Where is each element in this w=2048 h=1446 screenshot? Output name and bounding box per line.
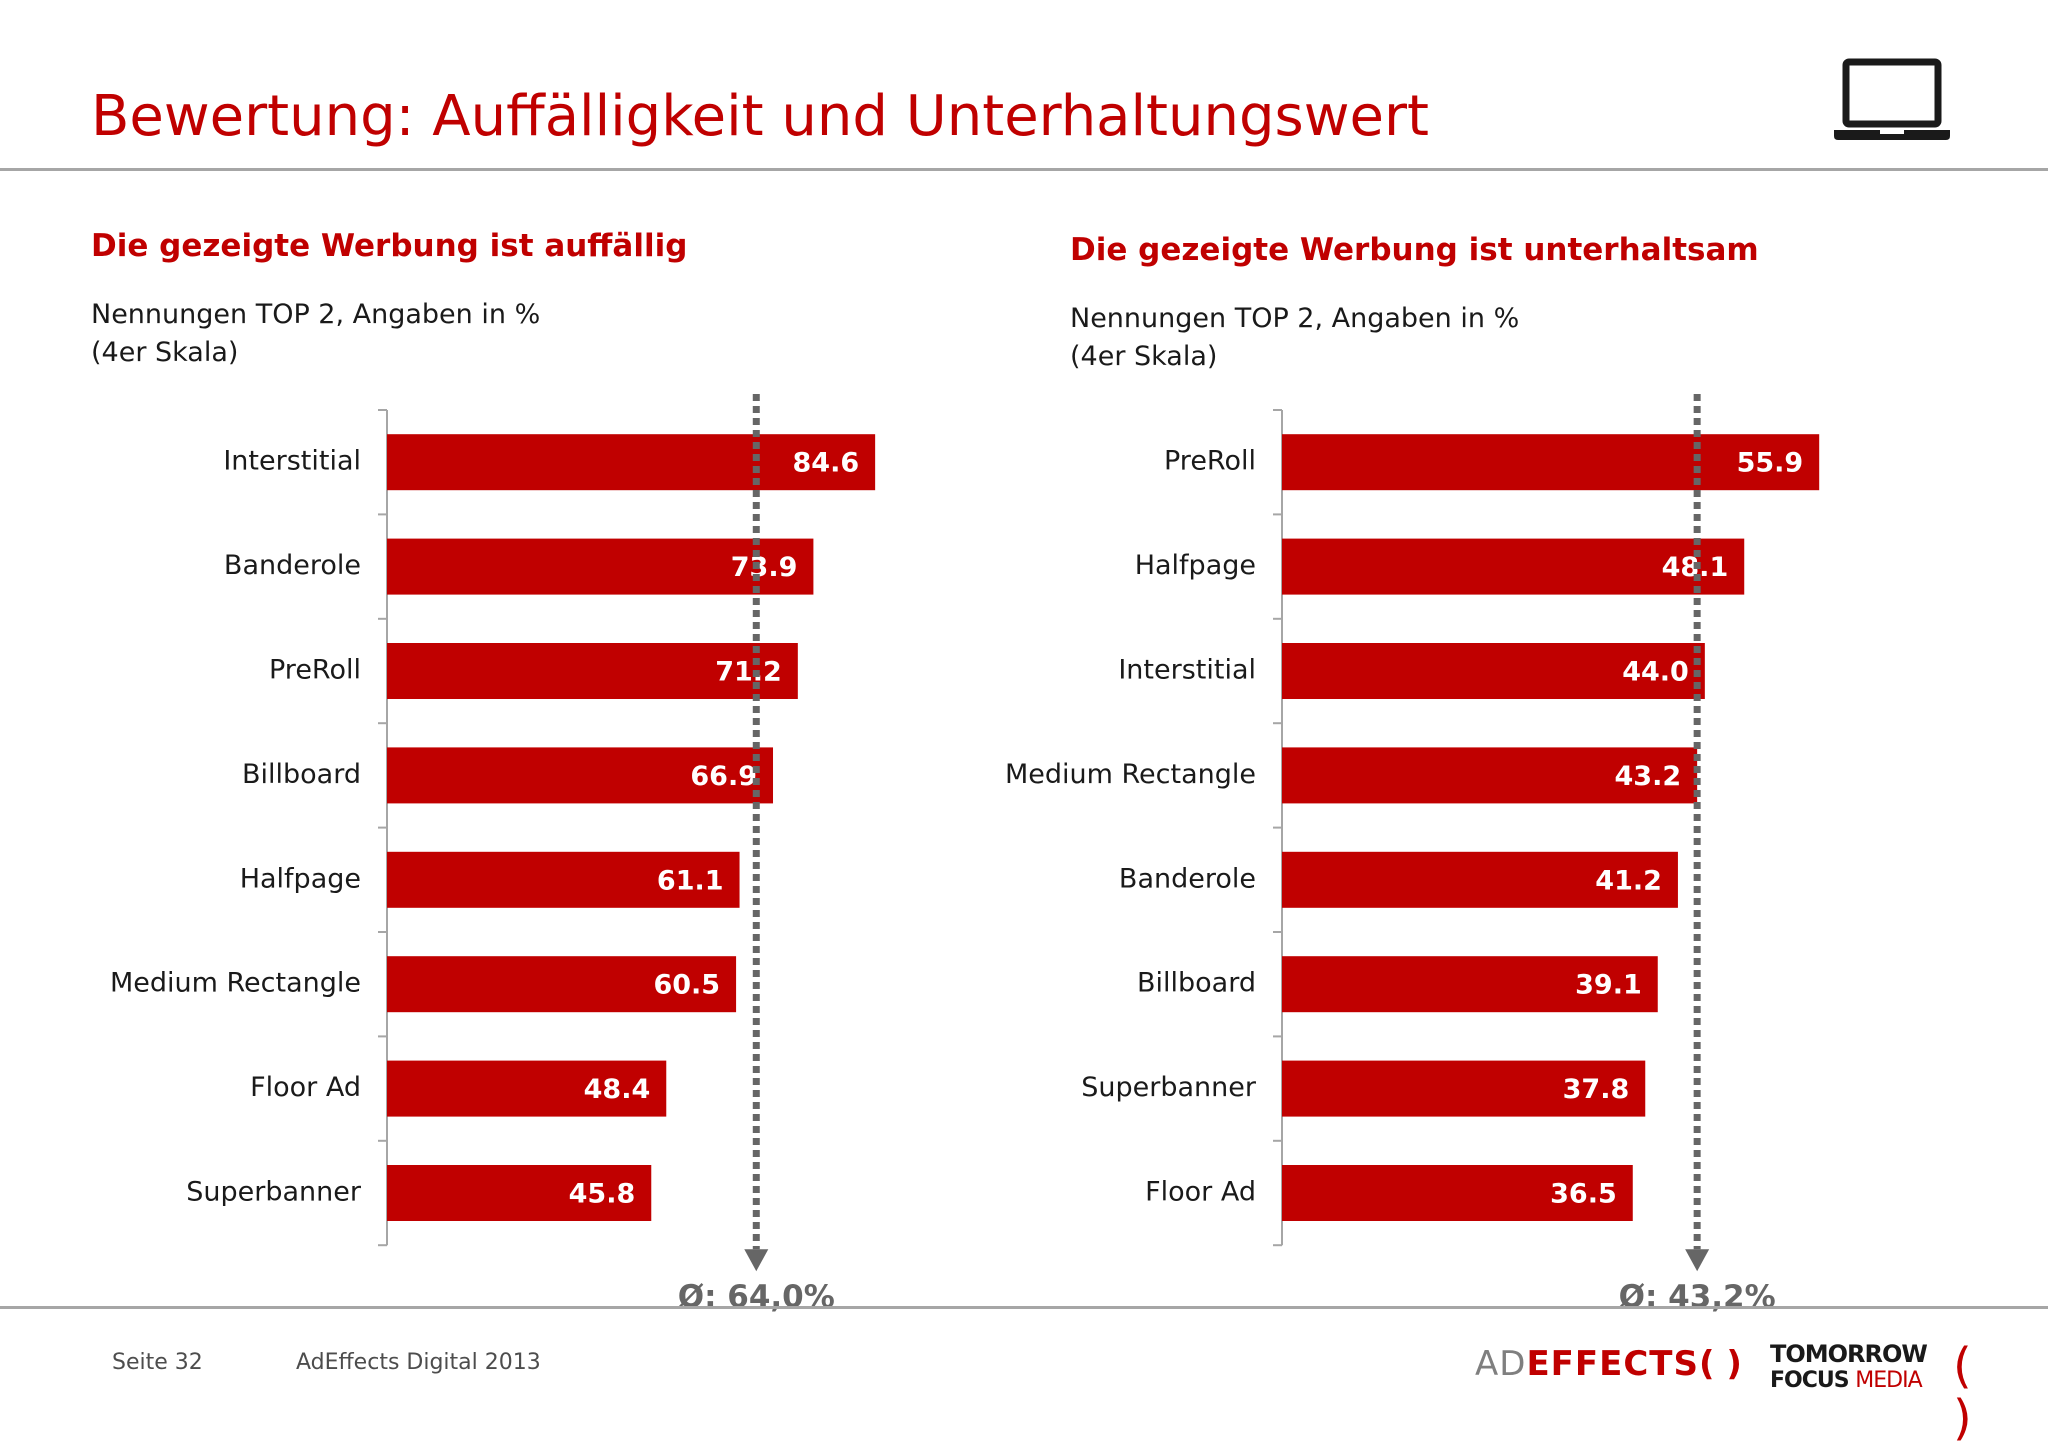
adeffects-logo: ADEFFECTS( ) <box>1475 1344 1742 1384</box>
data-label: 61.1 <box>657 865 724 896</box>
average-arrow <box>1685 1249 1710 1272</box>
data-label: 84.6 <box>793 448 860 479</box>
category-label: Billboard <box>1137 968 1256 999</box>
bar <box>387 747 774 804</box>
header-rule <box>0 168 2048 171</box>
bar <box>387 851 740 908</box>
category-label: Medium Rectangle <box>1005 759 1256 790</box>
data-label: 37.8 <box>1563 1074 1630 1105</box>
chart-subtitle-left-2: (4er Skala) <box>91 337 239 368</box>
laptop-icon <box>1834 58 1950 140</box>
bar <box>1282 643 1705 699</box>
bar <box>1282 538 1745 595</box>
bar <box>387 1165 652 1221</box>
tfm-logo-paren: ( ) <box>1953 1338 1972 1446</box>
bar <box>1282 851 1678 908</box>
chart-title-right: Die gezeigte Werbung ist unterhaltsam <box>1070 232 1759 268</box>
data-label: 48.4 <box>584 1074 651 1105</box>
data-label: 44.0 <box>1622 657 1689 688</box>
bar <box>387 1060 667 1117</box>
source-note: AdEffects Digital 2013 <box>296 1350 541 1375</box>
bar <box>387 643 798 699</box>
bar-chart-right: PreRoll55.9Halfpage48.1Interstitial44.0M… <box>1005 394 1820 1315</box>
bar <box>1282 434 1820 491</box>
data-label: 73.9 <box>731 552 798 583</box>
category-label: Superbanner <box>1081 1072 1257 1103</box>
data-label: 43.2 <box>1615 761 1682 792</box>
bar <box>387 434 876 491</box>
average-label: Ø: 64,0% <box>678 1279 835 1315</box>
data-label: 60.5 <box>653 970 720 1001</box>
category-label: Superbanner <box>186 1177 362 1208</box>
data-label: 66.9 <box>690 761 757 792</box>
chart-subtitle-left-1: Nennungen TOP 2, Angaben in % <box>91 299 541 330</box>
chart-title-left: Die gezeigte Werbung ist auffällig <box>91 228 688 264</box>
data-label: 39.1 <box>1575 970 1642 1001</box>
category-label: Floor Ad <box>1145 1177 1256 1208</box>
category-label: Interstitial <box>223 446 361 477</box>
data-label: 45.8 <box>569 1179 636 1210</box>
average-arrow <box>744 1249 769 1272</box>
category-label: Billboard <box>242 759 361 790</box>
adeffects-logo-effects: EFFECTS <box>1526 1344 1699 1384</box>
category-label: Banderole <box>224 550 361 581</box>
page-number: Seite 32 <box>112 1350 203 1375</box>
bar <box>1282 1165 1633 1221</box>
data-label: 55.9 <box>1737 448 1804 479</box>
bar-chart-left: Interstitial 84.6 Banderole 73.9 PreRoll 71.2… <box>110 394 876 1315</box>
tfm-logo-line1: TOMORROW <box>1770 1340 1928 1368</box>
category-label: Interstitial <box>1118 655 1256 686</box>
category-label: Medium Rectangle <box>110 968 361 999</box>
adeffects-logo-ad: AD <box>1475 1344 1527 1384</box>
footer-rule <box>0 1306 2048 1309</box>
bar <box>1282 956 1658 1013</box>
page-title: Bewertung: Auffälligkeit und Unterhaltun… <box>91 84 1429 149</box>
bar <box>387 956 737 1013</box>
category-label: PreRoll <box>269 655 361 686</box>
category-label: Floor Ad <box>250 1072 361 1103</box>
bar <box>1282 747 1698 804</box>
adeffects-logo-paren: ( ) <box>1699 1344 1742 1384</box>
chart-subtitle-right-1: Nennungen TOP 2, Angaben in % <box>1070 303 1520 334</box>
tfm-logo-focus: FOCUS <box>1770 1368 1850 1393</box>
bar <box>1282 1060 1646 1117</box>
data-label: 71.2 <box>715 657 782 688</box>
category-label: Halfpage <box>240 863 361 894</box>
category-label: Halfpage <box>1135 550 1256 581</box>
data-label: 36.5 <box>1550 1179 1617 1210</box>
tfm-logo-media: MEDIA <box>1855 1368 1922 1393</box>
chart-subtitle-right-2: (4er Skala) <box>1070 341 1218 372</box>
category-label: Banderole <box>1119 863 1256 894</box>
bar <box>387 538 814 595</box>
tomorrow-focus-media-logo: TOMORROW FOCUS MEDIA ( ) <box>1770 1340 1972 1444</box>
category-label: PreRoll <box>1164 446 1256 477</box>
average-label: Ø: 43,2% <box>1619 1279 1776 1315</box>
data-label: 41.2 <box>1595 865 1662 896</box>
